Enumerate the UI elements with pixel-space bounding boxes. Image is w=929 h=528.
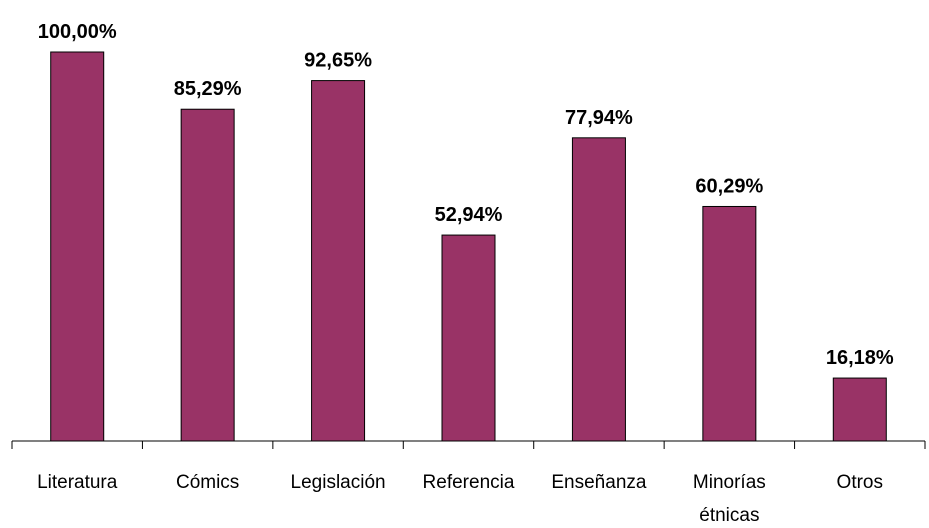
x-tick-label: Referencia (423, 472, 515, 493)
x-tick-label: Legislación (291, 472, 386, 493)
value-label: 77,94% (565, 107, 633, 129)
x-tick-label: Cómics (176, 472, 239, 493)
bar (50, 51, 105, 442)
value-label: 92,65% (304, 50, 372, 72)
bar (832, 377, 887, 442)
x-tick-label: Minorías étnicas (693, 472, 766, 526)
value-label: 52,94% (435, 204, 503, 226)
value-label: 100,00% (38, 21, 117, 43)
x-tick-label: Otros (837, 472, 883, 493)
x-tick-label: Enseñanza (551, 472, 647, 493)
x-tick-label: Literatura (37, 472, 118, 493)
value-label: 60,29% (695, 175, 763, 197)
bar (441, 234, 496, 442)
bar (311, 80, 366, 442)
bar (180, 108, 235, 442)
bar (702, 205, 757, 442)
value-label: 85,29% (174, 78, 242, 100)
value-label: 16,18% (826, 347, 894, 369)
bar (571, 137, 626, 442)
